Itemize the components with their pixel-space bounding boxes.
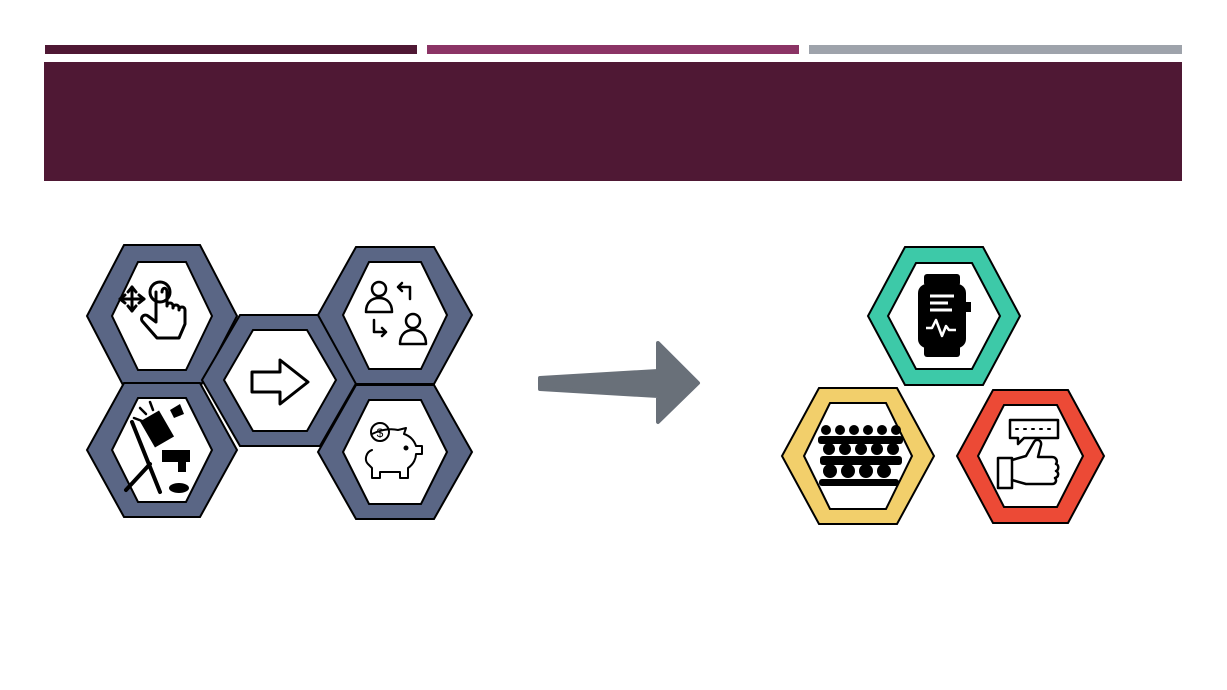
accent-bar-light bbox=[809, 45, 1182, 54]
process-arrow-icon bbox=[538, 341, 700, 424]
hex-audience-crowd bbox=[780, 387, 936, 525]
touch-gesture-icon bbox=[118, 280, 187, 340]
user-switch-icon bbox=[364, 280, 428, 346]
thumbs-up-feedback-icon bbox=[996, 418, 1060, 490]
accent-bar-mid bbox=[427, 45, 799, 54]
smartwatch-icon bbox=[918, 274, 971, 357]
audience-crowd-icon bbox=[818, 425, 903, 486]
hex-broken-equipment bbox=[85, 382, 239, 518]
accent-bar-dark bbox=[45, 45, 417, 54]
piggy-bank-icon: $ bbox=[364, 422, 423, 479]
hex-smartwatch bbox=[866, 246, 1022, 386]
right-arrow-icon bbox=[250, 358, 310, 406]
hex-user-switch bbox=[316, 246, 474, 385]
hex-piggy-bank: $ bbox=[316, 384, 474, 520]
title-band bbox=[44, 62, 1182, 181]
broken-equipment-icon bbox=[124, 400, 190, 494]
hex-touch-gesture bbox=[85, 244, 239, 388]
hex-thumbs-up-feedback bbox=[955, 389, 1106, 524]
hex-right-arrow bbox=[200, 314, 360, 447]
svg-text:$: $ bbox=[377, 426, 384, 440]
